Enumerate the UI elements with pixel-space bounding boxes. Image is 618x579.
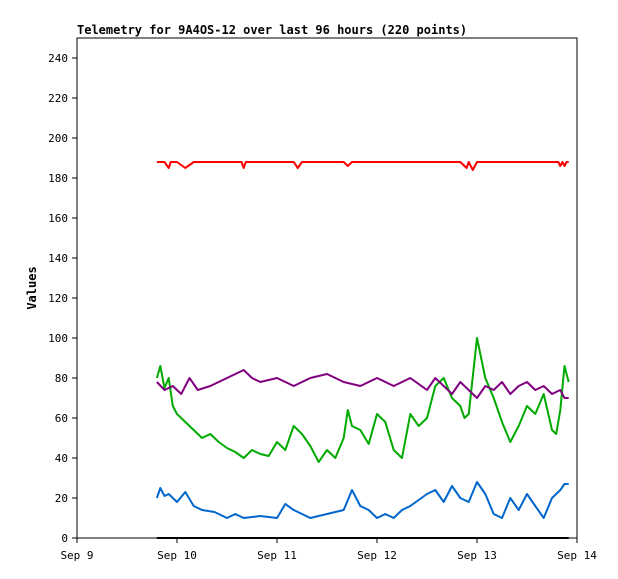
- series-line-2: [155, 337, 570, 463]
- y-tick-label: 60: [55, 412, 68, 425]
- y-tick-label: 80: [55, 372, 68, 385]
- y-tick-label: 0: [61, 532, 68, 545]
- x-tick-label: Sep 13: [457, 549, 497, 562]
- x-tick-label: Sep 10: [157, 549, 197, 562]
- y-tick-label: 20: [55, 492, 68, 505]
- y-tick-label: 200: [48, 132, 68, 145]
- x-tick-label: Sep 12: [357, 549, 397, 562]
- x-axis-ticks: Sep 9 Sep 10 Sep 11 Sep 12 Sep 13 Sep 14: [60, 538, 597, 562]
- series-line-3: [156, 369, 569, 399]
- y-tick-label: 220: [48, 92, 68, 105]
- y-tick-label: 160: [48, 212, 68, 225]
- x-tick-label: Sep 11: [257, 549, 297, 562]
- y-tick-label: 140: [48, 252, 68, 265]
- y-tick-label: 100: [48, 332, 68, 345]
- plot-area: [76, 37, 578, 539]
- y-axis-label: Values: [25, 266, 39, 309]
- series-line-1: [156, 161, 569, 171]
- x-tick-label: Sep 14: [557, 549, 597, 562]
- series-line-4: [155, 481, 569, 519]
- series-layer: [155, 161, 570, 539]
- y-tick-label: 240: [48, 52, 68, 65]
- y-tick-label: 120: [48, 292, 68, 305]
- x-tick-label: Sep 9: [60, 549, 93, 562]
- chart-title: Telemetry for 9A4OS-12 over last 96 hour…: [77, 23, 467, 37]
- y-tick-label: 180: [48, 172, 68, 185]
- y-tick-label: 40: [55, 452, 68, 465]
- y-axis-ticks: 0 20 40 60 80 100 120 140 160 180 200 220 240: [48, 52, 77, 545]
